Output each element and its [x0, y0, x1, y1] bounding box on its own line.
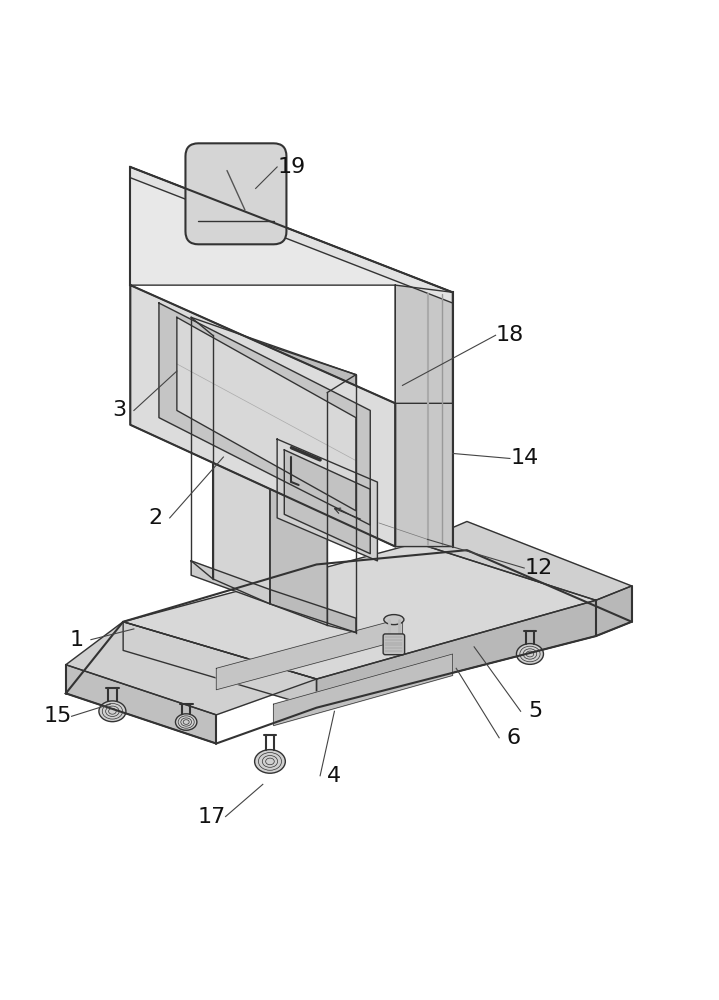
Polygon shape	[316, 600, 596, 708]
Text: 19: 19	[278, 157, 306, 177]
Text: 17: 17	[197, 807, 225, 827]
Polygon shape	[277, 439, 377, 561]
Text: 6: 6	[506, 728, 521, 748]
Polygon shape	[66, 665, 216, 744]
Text: 15: 15	[43, 706, 71, 726]
Text: 3: 3	[112, 400, 127, 420]
Polygon shape	[130, 285, 395, 547]
Polygon shape	[596, 586, 632, 636]
Polygon shape	[216, 618, 403, 690]
Polygon shape	[66, 622, 316, 715]
Ellipse shape	[384, 615, 404, 625]
Ellipse shape	[516, 644, 544, 664]
Text: 18: 18	[496, 325, 524, 345]
Polygon shape	[191, 561, 270, 604]
Polygon shape	[191, 317, 270, 364]
Polygon shape	[159, 303, 370, 525]
Polygon shape	[270, 346, 356, 393]
Text: 12: 12	[524, 558, 553, 578]
Text: 4: 4	[327, 766, 342, 786]
Ellipse shape	[175, 714, 197, 730]
Polygon shape	[123, 622, 316, 708]
Text: 14: 14	[510, 448, 539, 468]
Polygon shape	[270, 364, 327, 625]
Text: 1: 1	[70, 630, 83, 650]
Polygon shape	[130, 167, 452, 303]
Polygon shape	[213, 335, 270, 604]
Ellipse shape	[255, 750, 285, 773]
Polygon shape	[270, 590, 356, 633]
Ellipse shape	[99, 701, 126, 722]
FancyBboxPatch shape	[383, 634, 405, 655]
Polygon shape	[417, 521, 632, 600]
Polygon shape	[123, 543, 596, 679]
Polygon shape	[273, 654, 452, 726]
Polygon shape	[284, 450, 370, 554]
Text: 5: 5	[528, 701, 542, 721]
Polygon shape	[130, 167, 452, 403]
Text: 2: 2	[148, 508, 162, 528]
Polygon shape	[395, 285, 452, 547]
Polygon shape	[177, 317, 356, 511]
FancyBboxPatch shape	[186, 143, 286, 244]
